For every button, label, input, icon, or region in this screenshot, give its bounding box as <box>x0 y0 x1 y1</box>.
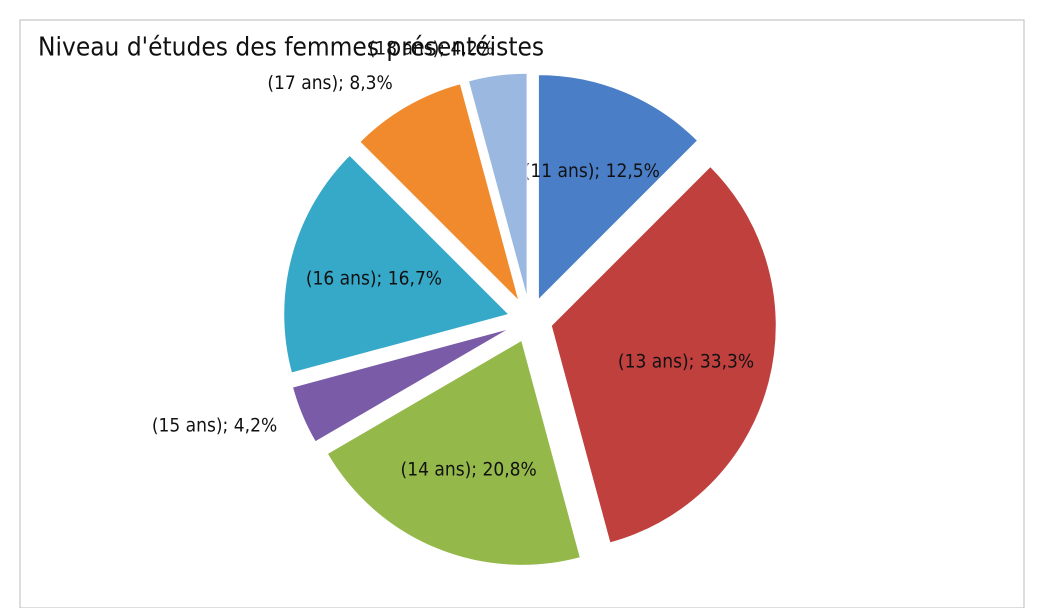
category-label: (13 ans); <box>618 350 695 372</box>
category-label: (17 ans); <box>267 71 344 93</box>
value-label: 4,2% <box>451 37 494 59</box>
category-label: (14 ans); <box>401 458 478 480</box>
data-label: (15 ans); 4,2% <box>152 414 277 436</box>
data-label: (16 ans); 16,7% <box>306 267 442 289</box>
value-label: 20,8% <box>482 458 536 480</box>
data-label: (14 ans); 20,8% <box>401 458 537 480</box>
data-label: (18 ans); 4,2% <box>369 37 494 59</box>
pie-slice <box>291 328 510 443</box>
category-label: (15 ans); <box>152 414 229 436</box>
category-label: (18 ans); <box>369 37 446 59</box>
category-label: (11 ans); <box>524 159 601 181</box>
value-label: 4,2% <box>234 414 277 436</box>
value-label: 8,3% <box>349 71 392 93</box>
value-label: 16,7% <box>388 267 442 289</box>
category-label: (16 ans); <box>306 267 383 289</box>
chart-title: Niveau d'études des femmes présentéistes <box>38 33 544 63</box>
value-label: 12,5% <box>606 159 660 181</box>
data-label: (17 ans); 8,3% <box>267 71 392 93</box>
pie: (11 ans); 12,5% (13 ans); 33,3% (14 ans); … <box>152 37 777 566</box>
value-label: 33,3% <box>700 350 754 372</box>
pie-slice <box>283 154 510 374</box>
pie-slice <box>326 339 581 566</box>
pie-slice <box>537 74 699 301</box>
pie-slice <box>359 83 520 303</box>
pie-slice <box>467 72 528 299</box>
pie-slice <box>550 165 777 544</box>
data-label: (13 ans); 33,3% <box>618 350 754 372</box>
data-label: (11 ans); 12,5% <box>524 159 660 181</box>
